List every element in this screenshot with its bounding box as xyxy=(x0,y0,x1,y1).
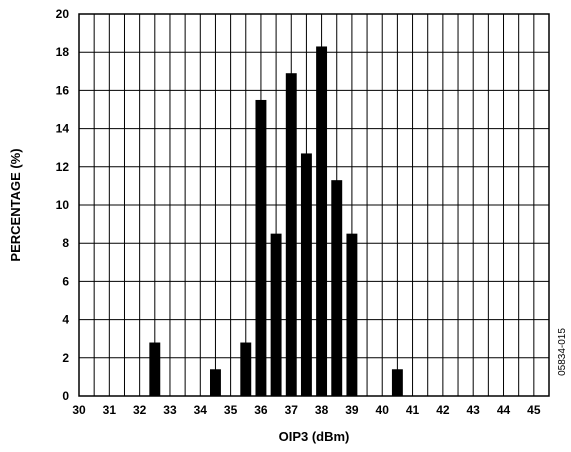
bar xyxy=(300,153,312,396)
bar xyxy=(346,233,358,396)
y-tick-label: 6 xyxy=(62,274,69,288)
y-tick-label: 2 xyxy=(62,351,69,365)
grid-lines xyxy=(78,13,550,397)
bar xyxy=(331,180,343,396)
y-tick-label: 12 xyxy=(56,160,70,174)
bar xyxy=(316,46,328,396)
x-tick-label: 40 xyxy=(376,403,390,417)
bars xyxy=(149,46,403,397)
x-tick-label: 37 xyxy=(285,403,299,417)
x-tick-label: 33 xyxy=(163,403,177,417)
y-tick-label: 18 xyxy=(56,45,70,59)
bar xyxy=(391,369,403,396)
bar xyxy=(209,369,221,396)
y-tick-label: 16 xyxy=(56,83,70,97)
x-tick-label: 35 xyxy=(224,403,238,417)
x-axis-title: OIP3 (dBm) xyxy=(279,429,350,444)
y-tick-label: 20 xyxy=(56,7,70,21)
x-tick-label: 30 xyxy=(72,403,86,417)
x-tick-label: 44 xyxy=(497,403,511,417)
x-tick-label: 36 xyxy=(254,403,268,417)
x-tick-label: 38 xyxy=(315,403,329,417)
plot-frame xyxy=(78,13,550,397)
y-tick-label: 14 xyxy=(56,122,70,136)
x-tick-label: 32 xyxy=(133,403,147,417)
x-tick-labels: 30 31 32 33 34 35 36 37 38 39 40 41 42 43 44 45 xyxy=(72,403,541,417)
bar xyxy=(270,233,282,396)
y-axis-title: PERCENTAGE (%) xyxy=(8,148,23,261)
x-tick-label: 42 xyxy=(436,403,450,417)
x-tick-label: 45 xyxy=(527,403,541,417)
bar xyxy=(240,342,252,396)
y-tick-label: 4 xyxy=(62,313,69,327)
bar xyxy=(285,73,297,397)
bar xyxy=(255,99,267,396)
bar xyxy=(149,342,161,396)
x-tick-label: 34 xyxy=(194,403,208,417)
y-tick-labels: 0 2 4 6 8 10 12 14 16 18 20 xyxy=(56,7,70,403)
x-tick-label: 39 xyxy=(345,403,359,417)
y-tick-label: 0 xyxy=(62,389,69,403)
x-tick-label: 31 xyxy=(103,403,117,417)
y-tick-label: 10 xyxy=(56,198,70,212)
figure-code: 05834-015 xyxy=(557,328,568,376)
x-tick-label: 43 xyxy=(467,403,481,417)
y-tick-label: 8 xyxy=(62,236,69,250)
x-tick-label: 41 xyxy=(406,403,420,417)
